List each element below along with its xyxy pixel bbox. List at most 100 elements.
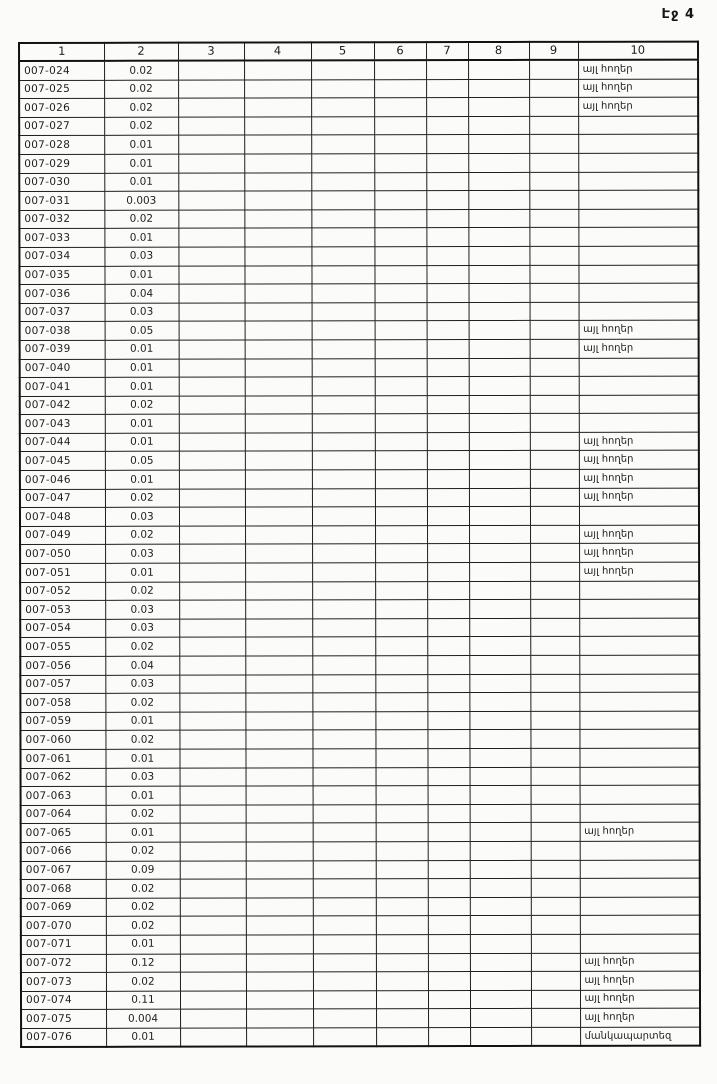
empty-cell [245, 841, 313, 861]
land-use-note-cell [578, 190, 699, 210]
table-row: 007-038 0.05 այլ հողեր [19, 320, 699, 341]
land-use-note-cell [579, 599, 700, 619]
empty-cell [530, 804, 580, 823]
area-value-cell: 0.05 [104, 451, 179, 471]
empty-cell [529, 413, 579, 433]
empty-cell [178, 191, 245, 210]
empty-cell [179, 990, 247, 1010]
table-row: 007-064 0.02 [20, 803, 700, 824]
parcel-id-cell: 007-074 [20, 991, 107, 1010]
parcel-id-cell: 007-065 [20, 823, 106, 843]
empty-cell [529, 264, 579, 284]
empty-cell [374, 209, 427, 229]
empty-cell [311, 302, 375, 322]
empty-cell [427, 692, 470, 712]
empty-cell [426, 153, 469, 173]
empty-cell [470, 1008, 532, 1028]
table-row: 007-036 0.04 [19, 283, 699, 304]
empty-cell [179, 897, 246, 917]
empty-cell [529, 209, 579, 228]
empty-cell [245, 600, 313, 619]
parcel-id-cell: 007-038 [19, 321, 105, 341]
empty-cell [312, 934, 376, 954]
empty-cell [530, 525, 580, 544]
empty-cell [179, 804, 246, 824]
table-row: 007-044 0.01 այլ հողեր [19, 431, 699, 452]
empty-cell [311, 283, 375, 303]
empty-cell [427, 878, 470, 898]
empty-cell [179, 879, 246, 898]
land-use-note-cell [579, 673, 700, 693]
empty-cell [426, 432, 469, 452]
empty-cell [375, 767, 428, 786]
empty-cell [529, 395, 579, 414]
empty-cell [179, 823, 246, 843]
land-use-note-cell [579, 878, 700, 898]
empty-cell [530, 655, 580, 675]
empty-cell [312, 860, 376, 880]
empty-cell [312, 581, 376, 601]
parcel-id-cell: 007-043 [19, 414, 105, 434]
empty-cell [245, 823, 313, 842]
empty-cell [375, 822, 428, 842]
empty-cell [469, 804, 531, 823]
empty-cell [178, 246, 245, 266]
parcel-id-cell: 007-059 [20, 712, 106, 731]
empty-cell [245, 655, 313, 675]
table-row: 007-056 0.04 [20, 655, 700, 676]
empty-cell [312, 618, 376, 638]
empty-cell [244, 469, 312, 489]
land-use-note-cell [578, 394, 699, 414]
parcel-id-cell: 007-044 [19, 433, 105, 452]
area-value-cell: 0.003 [104, 191, 179, 211]
area-value-cell: 0.02 [104, 395, 179, 415]
area-value-cell: 0.03 [105, 767, 180, 787]
empty-cell [375, 953, 428, 972]
parcel-id-cell: 007-049 [20, 526, 106, 545]
table-row: 007-042 0.02 [19, 394, 699, 415]
empty-cell [427, 562, 470, 582]
empty-cell [179, 972, 246, 991]
land-use-note-cell [578, 413, 699, 433]
page-number-label: Էջ 4 [661, 7, 695, 22]
parcel-id-cell: 007-075 [21, 1009, 107, 1029]
area-value-cell: 0.01 [104, 340, 179, 359]
empty-cell [312, 878, 376, 898]
table-row: 007-033 0.01 [19, 227, 699, 248]
table-row: 007-030 0.01 [19, 171, 699, 192]
empty-cell [244, 358, 312, 378]
empty-cell [426, 506, 470, 526]
area-value-cell: 0.04 [104, 284, 179, 304]
empty-cell [179, 711, 246, 731]
empty-cell [530, 878, 580, 898]
empty-cell [375, 748, 428, 768]
table-body: 007-024 0.02 այլ հողեր 007-025 0.02 այլ հողեր… [19, 59, 701, 1048]
empty-cell [245, 674, 313, 694]
empty-cell [468, 357, 530, 377]
empty-cell [376, 1027, 429, 1047]
empty-cell [311, 358, 375, 377]
empty-cell [178, 135, 245, 155]
empty-cell [312, 841, 376, 861]
empty-cell [427, 971, 470, 991]
empty-cell [469, 952, 531, 972]
empty-cell [468, 395, 530, 414]
parcel-id-cell: 007-037 [19, 303, 105, 322]
land-use-note-cell: այլ հողեր [579, 543, 700, 563]
land-use-note-cell: այլ հողեր [579, 524, 700, 544]
empty-cell [244, 284, 312, 303]
parcel-id-cell: 007-042 [19, 396, 105, 415]
empty-cell [469, 581, 531, 600]
table-row: 007-039 0.01 այլ հողեր [19, 338, 699, 359]
empty-cell [530, 636, 580, 656]
area-value-cell: 0.02 [105, 897, 180, 917]
area-value-cell: 0.01 [104, 433, 179, 452]
area-value-cell: 0.03 [105, 544, 180, 564]
empty-cell [374, 469, 427, 489]
empty-cell [529, 376, 579, 396]
empty-cell [529, 171, 579, 191]
table-row: 007-055 0.02 [20, 636, 700, 657]
empty-cell [245, 767, 313, 787]
parcel-id-cell: 007-041 [19, 377, 105, 397]
land-use-note-cell: այլ հողեր [579, 562, 700, 581]
